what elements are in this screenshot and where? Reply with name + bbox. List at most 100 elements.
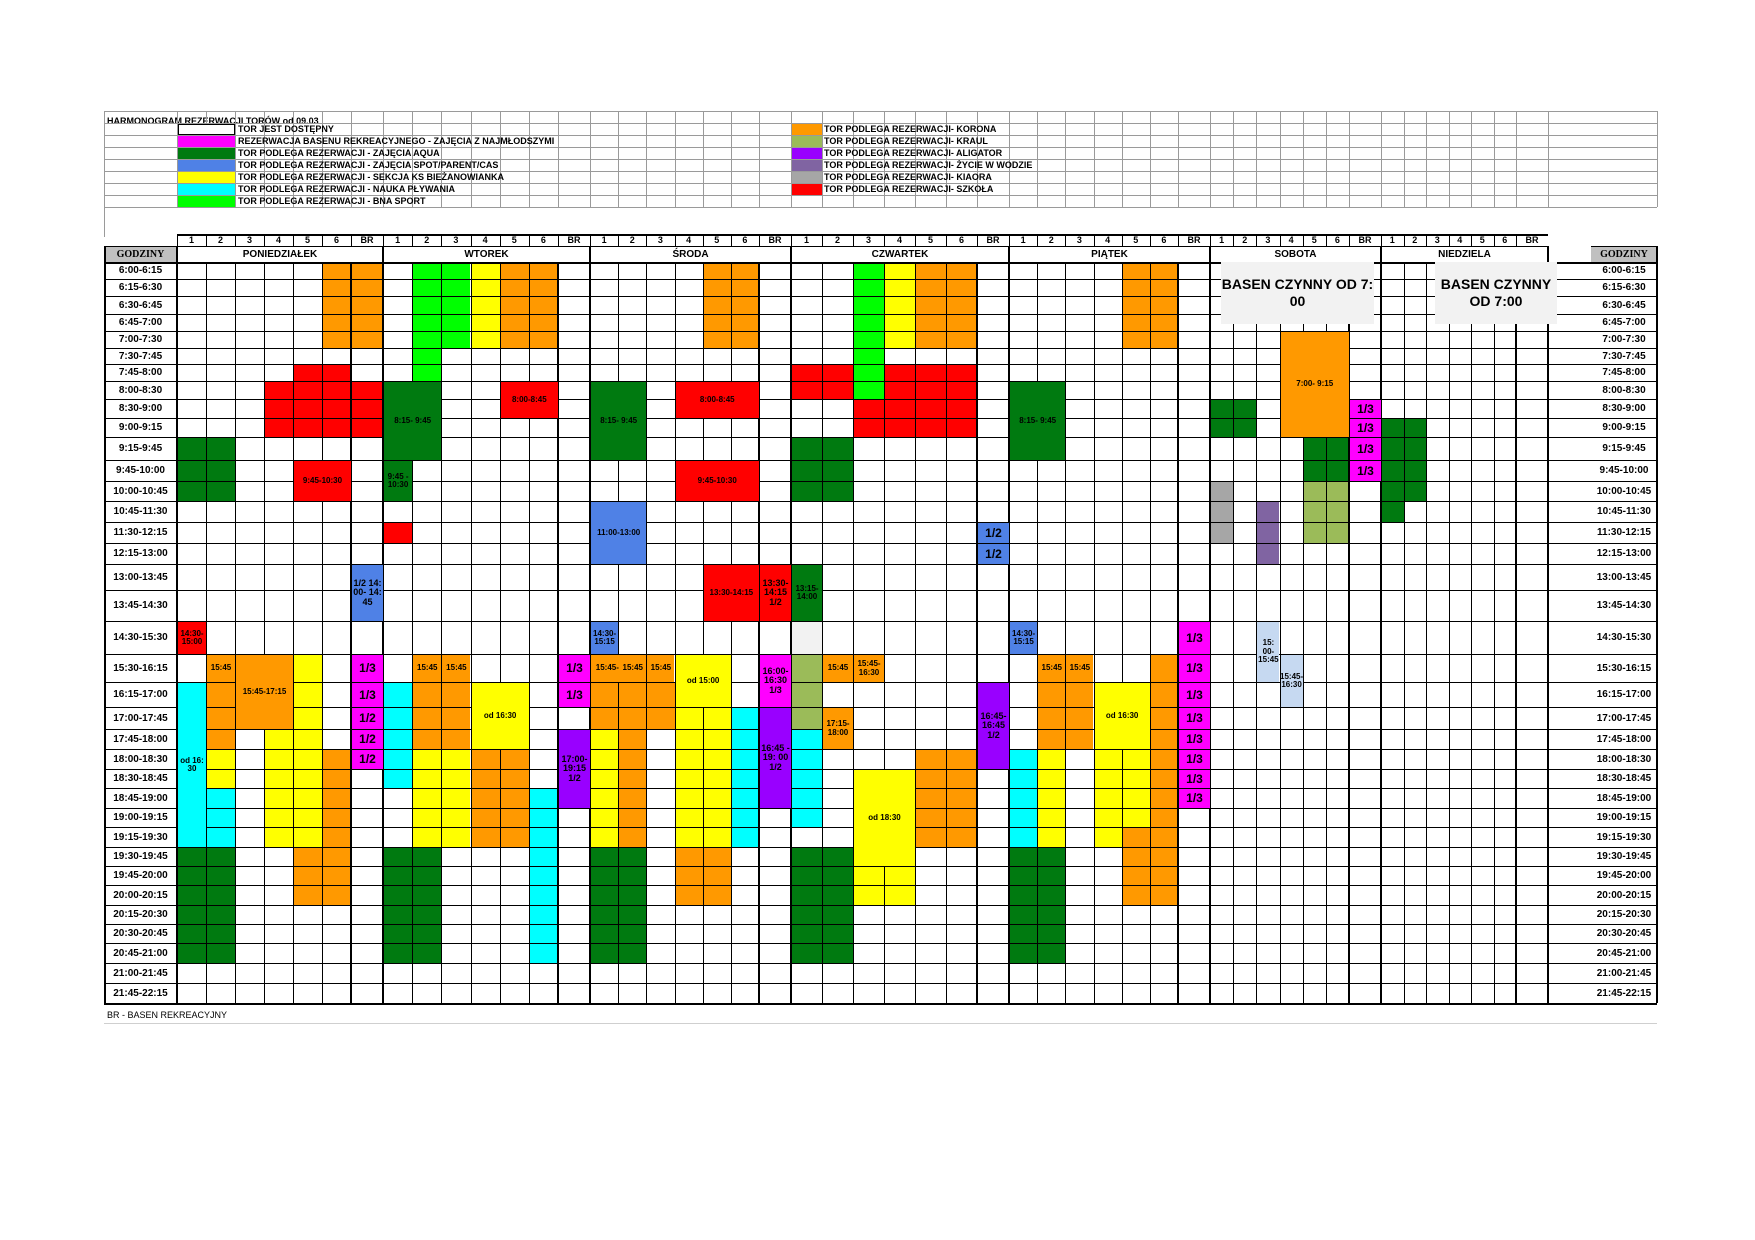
block-label: 8:15- 9:45 — [591, 382, 647, 460]
lane-number: 1 — [188, 235, 194, 245]
time-label-right: 20:15-20:30 — [1596, 909, 1652, 920]
lane-number: 1 — [395, 235, 401, 245]
time-label-right: 20:30-20:45 — [1596, 928, 1652, 939]
grid-line — [730, 262, 732, 1003]
block-label: 1/2 — [352, 750, 383, 769]
grid-line — [104, 983, 1657, 984]
time-label-right: 19:00-19:15 — [1596, 812, 1652, 823]
grid-line — [104, 364, 1657, 365]
grid-line — [646, 234, 648, 246]
legend-label: TOR PODLEGA REZERWACJI- SZKOŁA — [824, 184, 994, 194]
lane-number: 4 — [1457, 235, 1463, 245]
grid-line — [674, 262, 676, 1003]
grid-line — [1121, 262, 1123, 1003]
time-label-left: 6:00-6:15 — [118, 265, 163, 276]
grid-line — [104, 501, 1657, 502]
block-label: 1/2 — [978, 523, 1009, 543]
grid-line — [470, 234, 472, 246]
lane-number: 5 — [1311, 235, 1317, 245]
grid-line — [1516, 234, 1517, 246]
time-label-left: 6:45-7:00 — [118, 317, 163, 328]
grid-line — [104, 522, 1657, 523]
grid-line — [1256, 262, 1258, 1003]
grid-line — [1093, 234, 1095, 246]
lane-number: 2 — [834, 235, 840, 245]
grid-line — [1037, 234, 1039, 246]
time-label-left: 7:00-7:30 — [118, 334, 163, 345]
grid-line — [1426, 234, 1427, 246]
block-label: 1/2 14: 00- 14: 45 — [352, 565, 383, 621]
lane-number: 5 — [511, 235, 517, 245]
grid-line — [1149, 234, 1151, 246]
grid-line — [822, 262, 823, 1003]
time-label-right: 18:00-18:30 — [1596, 753, 1652, 765]
lane-number: 1 — [601, 235, 607, 245]
time-label-right: 6:45-7:00 — [1602, 317, 1646, 328]
schedule-block — [853, 262, 884, 399]
time-label-left: 7:45-8:00 — [118, 367, 163, 378]
legend-grid-line — [104, 171, 1657, 172]
grid-line — [1302, 262, 1304, 1003]
grid-line — [104, 381, 1657, 382]
time-label-right: 13:00-13:45 — [1596, 571, 1652, 583]
grid-line — [1093, 262, 1095, 1003]
lane-number: 5 — [927, 235, 933, 245]
grid-line — [104, 866, 1657, 867]
time-label-left: 17:45-18:00 — [113, 733, 168, 745]
block-label: 1/3 — [352, 683, 383, 707]
time-label-right: 6:30-6:45 — [1602, 299, 1646, 311]
schedule-block — [441, 262, 471, 348]
schedule-block — [1037, 682, 1094, 749]
legend-swatch — [792, 124, 822, 135]
grid-line — [1426, 262, 1427, 1003]
lane-number: 1 — [803, 235, 809, 245]
lane-number: 4 — [896, 235, 902, 245]
block-label: 8:15- 9:45 — [384, 382, 442, 460]
grid-line — [528, 262, 530, 1003]
lane-number: 4 — [1288, 235, 1294, 245]
block-label: 1/3 — [1179, 622, 1210, 654]
lane-number: 2 — [424, 235, 430, 245]
grid-line — [104, 262, 1657, 264]
grid-line — [104, 707, 1657, 708]
block-label: 1/2 — [352, 730, 383, 749]
grid-line — [104, 331, 1657, 332]
lane-number: 3 — [1434, 235, 1440, 245]
block-label: 15:45 — [1066, 655, 1094, 682]
schedule-block — [383, 682, 413, 788]
block-label: 15:45 — [1038, 655, 1066, 682]
grid-line — [470, 262, 472, 1003]
block-label: 1/3 — [1179, 789, 1210, 808]
schedule-block — [1403, 418, 1426, 501]
grid-line — [1279, 262, 1281, 1003]
grid-line — [104, 481, 1657, 482]
grid-line — [790, 246, 792, 1003]
grid-line — [104, 1003, 1657, 1005]
lane-number: 3 — [1265, 235, 1271, 245]
block-label: 1/3 — [1350, 461, 1381, 481]
schedule-block — [884, 364, 977, 437]
schedule-block — [322, 749, 351, 847]
grid-line — [177, 246, 1548, 247]
block-label: 15:45- 16:30 — [1280, 655, 1303, 707]
legend-grid-line — [104, 147, 1657, 148]
grid-line — [1256, 234, 1258, 246]
grid-line — [528, 234, 530, 246]
legend-swatch — [178, 124, 235, 135]
schedule-block — [791, 654, 822, 729]
legend-swatch — [178, 148, 235, 159]
time-label-right: 10:00-10:45 — [1596, 485, 1652, 497]
schedule-block — [499, 262, 558, 348]
schedule-block — [1121, 262, 1178, 348]
time-label-right: 7:30-7:45 — [1602, 350, 1646, 362]
time-label-right: 21:45-22:15 — [1596, 987, 1652, 999]
schedule-block — [206, 749, 235, 788]
grid-line — [1448, 234, 1450, 246]
grid-line — [884, 234, 885, 246]
time-label-left: 13:00-13:45 — [113, 571, 168, 583]
time-label-left: 20:00-20:15 — [113, 889, 168, 901]
legend-label: TOR PODLEGA REZERWACJI- ŻYCIE W WODZIE — [824, 160, 1033, 170]
grid-line — [104, 905, 1657, 906]
block-label: od 16:30 — [1094, 683, 1150, 749]
time-label-left: 20:45-21:00 — [113, 947, 168, 959]
